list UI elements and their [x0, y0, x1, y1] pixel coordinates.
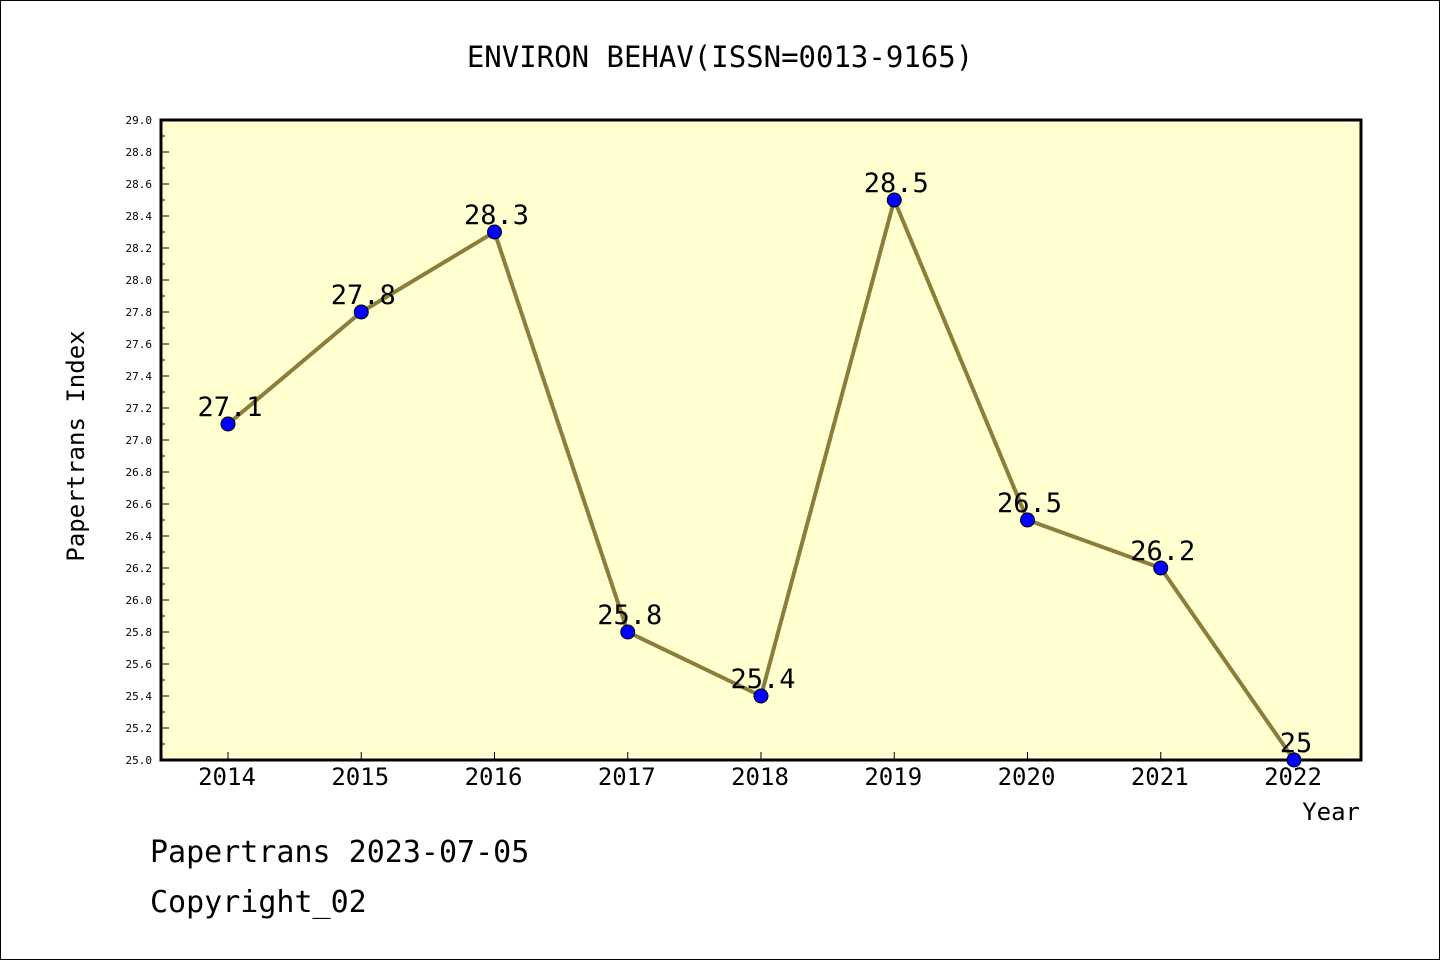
data-point: [1286, 752, 1302, 768]
data-point: [620, 624, 636, 640]
y-tick-label: 27.4: [126, 370, 153, 383]
data-label: 25.8: [597, 600, 662, 631]
data-point: [1020, 512, 1035, 528]
data-label: 28.3: [464, 200, 529, 231]
data-label: 25.4: [730, 664, 795, 695]
x-tick-label: 2014: [198, 763, 256, 791]
data-label: 27.1: [197, 392, 262, 423]
y-tick-label: 28.8: [126, 146, 153, 159]
y-tick-label: 26.8: [126, 466, 153, 479]
plot-area: [159, 118, 1363, 762]
chart-title: ENVIRON BEHAV(ISSN=0013-9165): [467, 40, 973, 74]
data-point: [353, 304, 369, 320]
x-tick-label: 2015: [331, 763, 389, 791]
y-tick-label: 28.4: [126, 210, 153, 223]
y-axis-label: Papertrans Index: [62, 330, 90, 561]
footer-date: Papertrans 2023-07-05: [150, 835, 530, 870]
data-label: 26.2: [1130, 536, 1195, 567]
y-tick-label: 27.8: [126, 306, 153, 319]
y-tick-label: 29.0: [126, 114, 153, 127]
data-point: [886, 192, 902, 208]
data-label: 27.8: [331, 280, 396, 311]
data-label: 26.5: [997, 488, 1062, 519]
y-tick-label: 26.6: [126, 498, 153, 511]
y-tick-label: 26.4: [126, 530, 153, 543]
y-tick-label: 28.6: [126, 178, 153, 191]
y-tick-label: 26.0: [126, 594, 153, 607]
x-tick-label: 2018: [731, 763, 789, 791]
y-tick-label: 25.8: [126, 626, 153, 639]
data-point: [753, 688, 769, 704]
x-tick-label: 2017: [598, 763, 656, 791]
series-group: 27.1 27.8 28.3 25.8 25.4 28.5 26.5 26.2 25: [197, 168, 1313, 768]
x-axis: 2014 2015 2016 2017 2018 2019 2020 2021 2022: [198, 752, 1322, 791]
data-point: [220, 416, 236, 432]
y-tick-label: 27.6: [126, 338, 153, 351]
y-tick-label: 28.2: [126, 242, 153, 255]
data-label: 25: [1280, 728, 1313, 759]
y-tick-label: 25.4: [126, 690, 153, 703]
x-tick-label: 2016: [465, 763, 523, 791]
x-tick-label: 2019: [864, 763, 922, 791]
x-tick-label: 2022: [1264, 763, 1322, 791]
y-axis: 25.0 25.2 25.4 25.6 25.8 26.0 26.2 26.4 26.6 26.8…: [126, 114, 169, 767]
x-tick-label: 2021: [1131, 763, 1189, 791]
x-axis-label: Year: [1302, 798, 1360, 826]
footer-copyright: Copyright_02: [150, 885, 367, 920]
y-tick-label: 26.2: [126, 562, 153, 575]
data-point: [487, 224, 502, 240]
data-label: 28.5: [864, 168, 929, 199]
y-tick-label: 25.6: [126, 658, 153, 671]
y-tick-label: 28.0: [126, 274, 153, 287]
x-tick-label: 2020: [998, 763, 1056, 791]
y-tick-label: 25.0: [126, 754, 153, 767]
y-tick-label: 27.2: [126, 402, 153, 415]
y-tick-label: 25.2: [126, 722, 153, 735]
y-tick-label: 27.0: [126, 434, 153, 447]
data-point: [1153, 560, 1169, 576]
